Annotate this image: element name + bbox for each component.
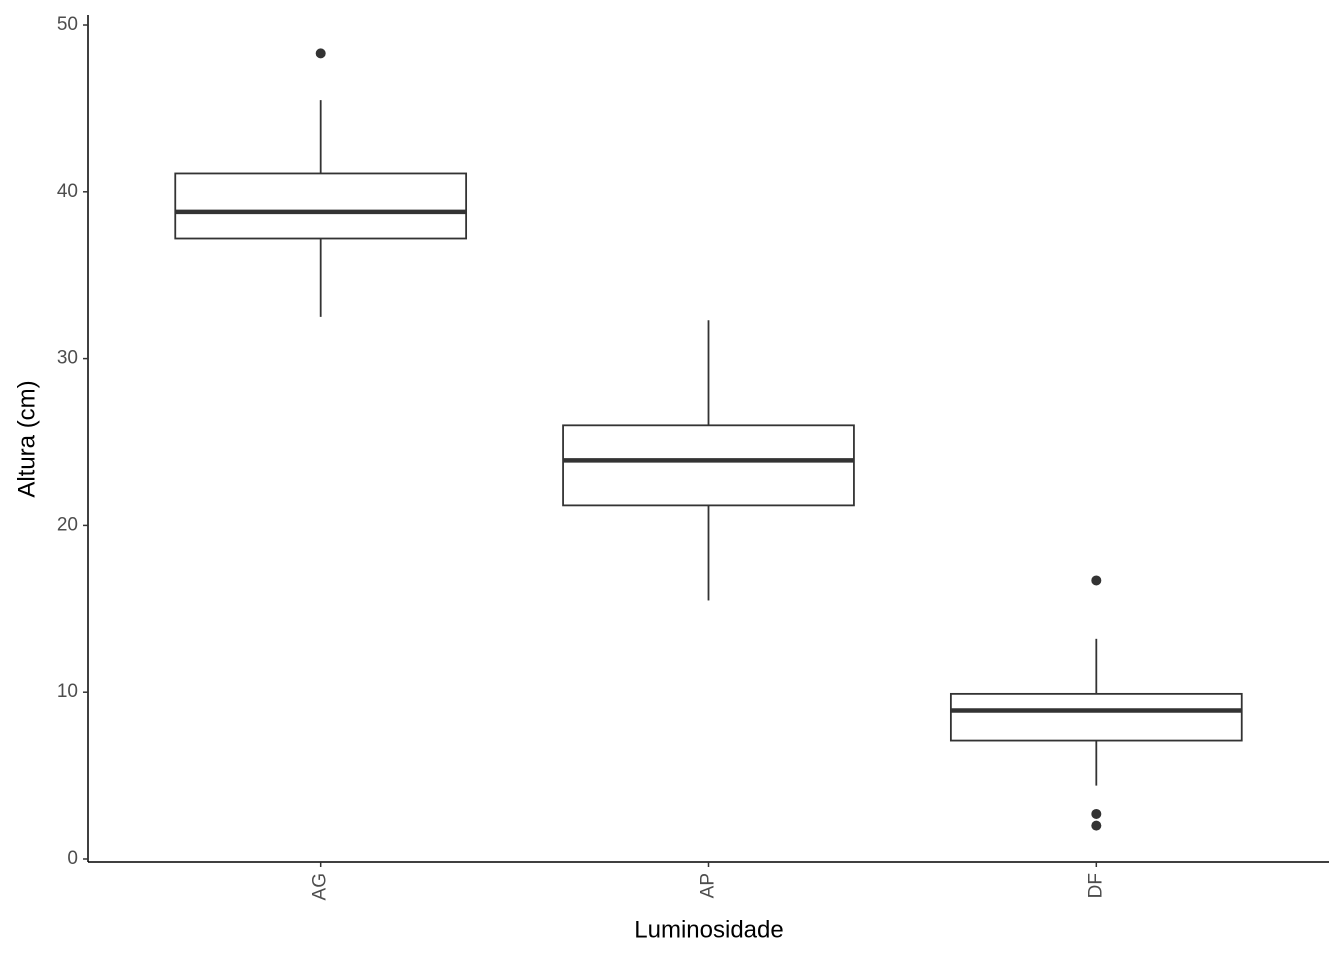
outlier — [315, 48, 326, 59]
y-axis-title: Altura (cm) — [13, 380, 40, 497]
y-tick-label: 0 — [67, 848, 78, 869]
y-tick-label: 30 — [57, 348, 78, 369]
x-tick-label: AP — [698, 873, 719, 898]
y-tick-label: 10 — [57, 681, 78, 702]
box — [562, 424, 855, 507]
outlier — [1091, 575, 1102, 586]
box — [174, 172, 468, 240]
x-tick-label: AG — [310, 873, 331, 900]
outlier — [1091, 820, 1102, 831]
x-axis-title: Luminosidade — [634, 916, 783, 943]
y-tick-label: 50 — [57, 14, 78, 35]
y-tick-label: 40 — [57, 181, 78, 202]
box — [949, 692, 1243, 742]
outlier — [1091, 808, 1102, 819]
x-tick-label: DF — [1085, 873, 1106, 898]
y-tick-label: 20 — [57, 514, 78, 535]
